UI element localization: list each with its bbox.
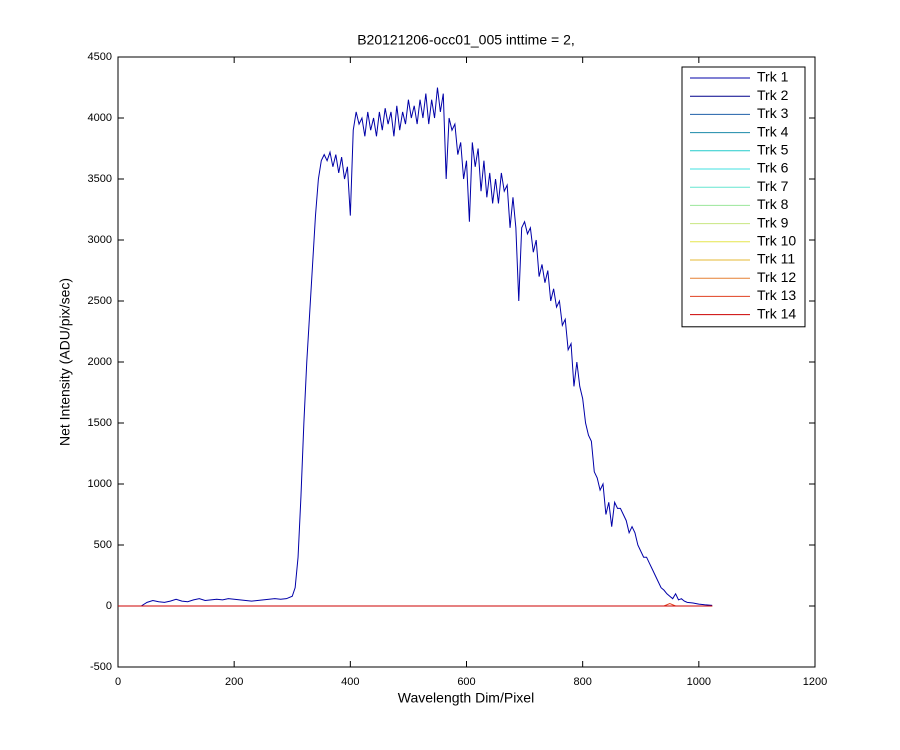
legend-label: Trk 2 bbox=[757, 87, 789, 103]
legend-box bbox=[681, 66, 806, 328]
legend-label: Trk 8 bbox=[757, 196, 789, 212]
legend-label: Trk 13 bbox=[757, 287, 796, 303]
y-tick-label: 3500 bbox=[88, 173, 112, 185]
legend-label: Trk 3 bbox=[757, 105, 789, 121]
y-tick-label: 0 bbox=[106, 600, 112, 612]
legend-label: Trk 5 bbox=[757, 142, 789, 158]
x-axis-label: Wavelength Dim/Pixel bbox=[398, 690, 534, 706]
legend-label: Trk 12 bbox=[757, 269, 796, 285]
x-tick-label: 400 bbox=[341, 676, 359, 688]
y-tick-label: 2000 bbox=[88, 356, 112, 368]
legend-label: Trk 4 bbox=[757, 123, 789, 139]
x-tick-label: 800 bbox=[573, 676, 591, 688]
x-tick-label: 600 bbox=[457, 676, 475, 688]
legend-label: Trk 6 bbox=[757, 160, 789, 176]
y-tick-label: -500 bbox=[90, 661, 112, 673]
y-tick-label: 2500 bbox=[88, 295, 112, 307]
x-tick-label: 1000 bbox=[687, 676, 711, 688]
legend-label: Trk 1 bbox=[757, 69, 789, 85]
legend-label: Trk 14 bbox=[757, 305, 796, 321]
series-line bbox=[140, 87, 713, 607]
legend-label: Trk 7 bbox=[757, 178, 789, 194]
y-tick-label: 500 bbox=[94, 539, 112, 551]
y-tick-label: 1000 bbox=[88, 478, 112, 490]
y-axis-label: Net Intensity (ADU/pix/sec) bbox=[57, 278, 73, 446]
y-tick-label: 4500 bbox=[88, 51, 112, 63]
y-tick-label: 3000 bbox=[88, 234, 112, 246]
x-tick-label: 1200 bbox=[803, 676, 827, 688]
x-tick-label: 0 bbox=[115, 676, 121, 688]
y-tick-label: 4000 bbox=[88, 112, 112, 124]
legend-label: Trk 11 bbox=[757, 251, 795, 267]
x-tick-label: 200 bbox=[225, 676, 243, 688]
chart-title: B20121206-occ01_005 inttime = 2, bbox=[357, 32, 575, 48]
legend-label: Trk 9 bbox=[757, 214, 789, 230]
y-tick-label: 1500 bbox=[88, 417, 112, 429]
legend-label: Trk 10 bbox=[757, 233, 796, 249]
